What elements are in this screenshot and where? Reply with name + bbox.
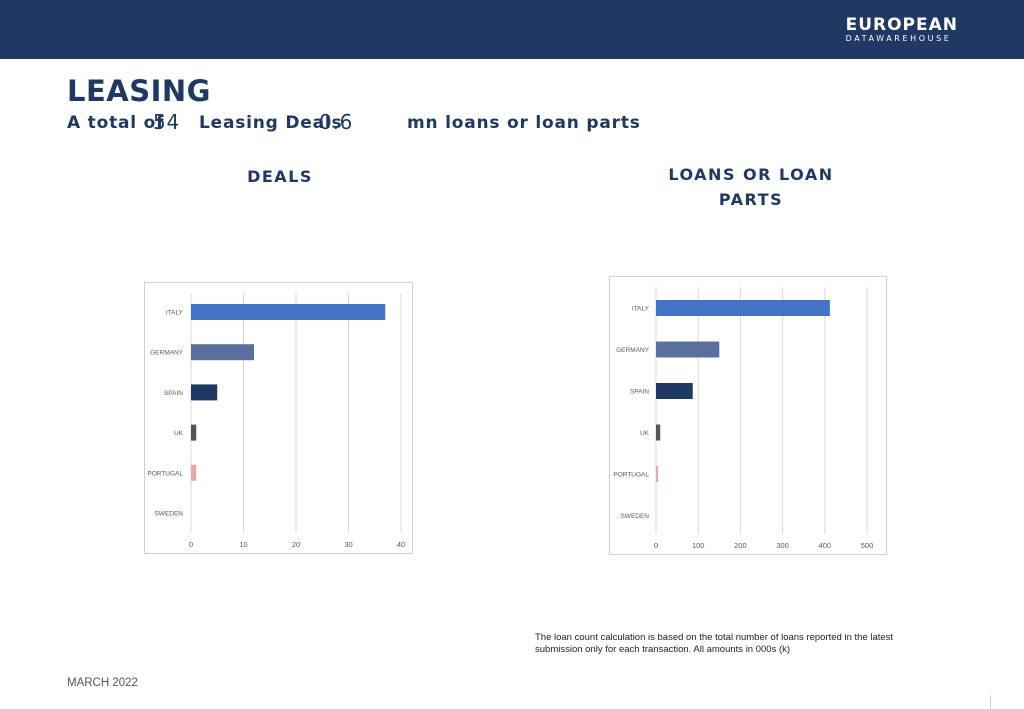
deals-chart-svg: 0 10 20 30 40 ITALY GERMANY SPAIN UK PORTUGAL SWED… [147,293,405,549]
page-title: LEASING [67,74,211,108]
subtitle-middle: Leasing Deals [199,113,343,133]
deals-category-label: PORTUGAL [147,470,183,477]
loans-x-tick-label: 300 [776,541,789,550]
loans-category-label: ITALY [632,306,650,313]
subtitle-suffix: mn loans or loan parts [407,113,641,133]
deals-chart: 0 10 20 30 40 ITALY GERMANY SPAIN UK PORTUGAL SWED… [144,282,413,554]
deals-bar-uk [191,424,197,441]
deals-x-tick-label: 10 [239,540,247,549]
page-subtitle: A total of 54 Leasing Deals 0.6 mn loans… [67,110,667,135]
loans-category-label: PORTUGAL [613,472,649,479]
deals-x-tick-label: 30 [344,540,352,549]
deals-bar-italy [191,304,386,320]
loans-category-label: SPAIN [630,389,649,396]
loans-x-tick-label: 400 [819,541,832,550]
loans-x-tick-label: 0 [654,541,658,550]
loans-x-tick-label: 200 [734,541,747,550]
deals-category-label: SPAIN [164,390,183,397]
deals-x-tick-label: 40 [397,540,405,549]
loans-x-tick-label: 100 [692,541,705,550]
footnote: The loan count calculation is based on t… [535,632,894,655]
loans-category-label: SWEDEN [620,513,649,520]
logo-main-text: EUROPEAN [845,15,958,35]
company-logo: EUROPEAN DATAWAREHOUSE [846,16,958,44]
loans-category-label: GERMANY [616,347,650,354]
deals-bar-spain [191,384,218,401]
deals-category-label: SWEDEN [154,511,183,518]
loans-bar-portugal [656,466,658,482]
loans-category-label: UK [640,430,650,437]
loans-bar-uk [656,424,661,441]
deals-x-tick-label: 0 [189,540,193,549]
deals-category-label: UK [174,430,184,437]
deals-bar-portugal [191,464,197,481]
subtitle-prefix: A total of [67,113,165,133]
deals-bar-germany [191,344,254,361]
top-banner: EUROPEAN DATAWAREHOUSE [0,0,1024,59]
logo-sub-text: DATAWAREHOUSE [845,34,952,43]
loans-section-title: LOANS OR LOAN PARTS [668,165,834,209]
report-date: MARCH 2022 [67,677,138,689]
loans-chart: 0 100 200 300 400 500 ITALY GERMANY SPAIN UK PORTU… [609,276,887,555]
subtitle-loans-count: 0.6 [319,110,354,134]
corner-divider [990,695,991,709]
loans-chart-svg: 0 100 200 300 400 500 ITALY GERMANY SPAIN UK PORTU… [613,287,874,550]
subtitle-deals-count: 54 [153,110,181,134]
deals-x-tick-label: 20 [292,540,300,549]
loans-bar-spain [656,383,693,399]
deals-category-label: GERMANY [150,350,184,357]
loans-x-tick-label: 500 [861,541,874,550]
loans-bar-germany [656,341,720,358]
loans-bar-italy [656,300,830,316]
deals-category-label: ITALY [166,310,184,317]
deals-section-title: DEALS [247,167,313,186]
